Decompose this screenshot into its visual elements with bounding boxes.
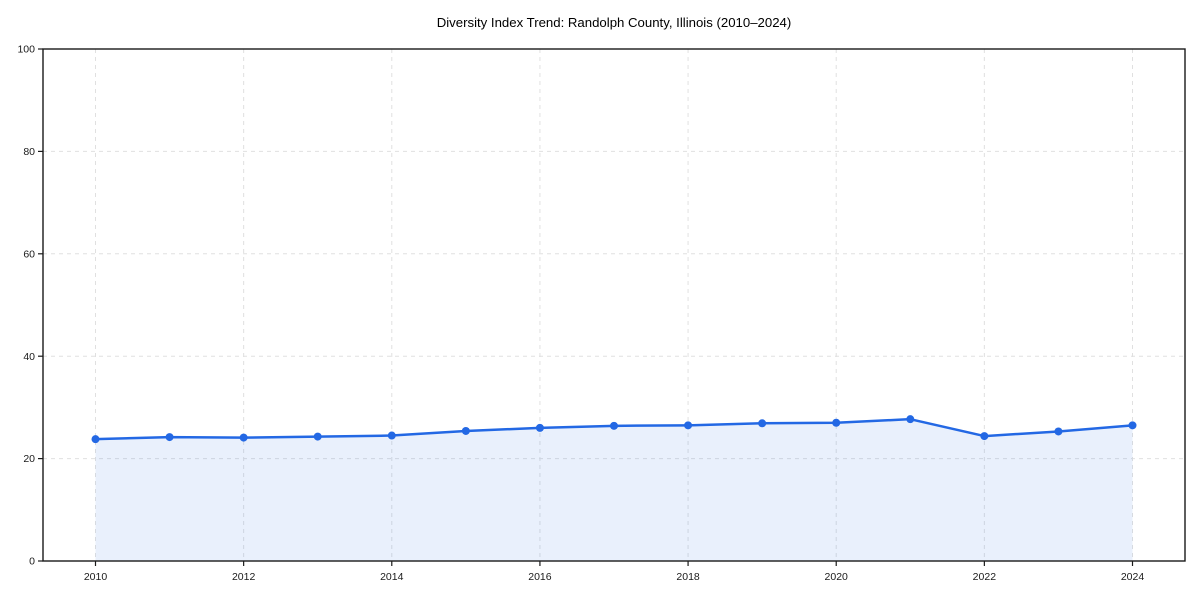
- data-point: [1128, 421, 1137, 430]
- x-tick-label: 2022: [973, 571, 997, 583]
- y-tick-label: 0: [29, 556, 35, 568]
- x-tick-label: 2014: [380, 571, 404, 583]
- data-point: [684, 421, 693, 430]
- data-point: [610, 421, 618, 430]
- x-tick-label: 2018: [676, 571, 700, 583]
- data-point: [535, 423, 544, 432]
- data-point: [165, 433, 174, 442]
- data-point: [387, 431, 396, 440]
- x-tick-label: 2012: [232, 571, 256, 583]
- data-point: [832, 418, 841, 427]
- x-tick-label: 2016: [528, 571, 552, 583]
- x-tick-label: 2020: [825, 571, 849, 583]
- data-point: [906, 415, 915, 424]
- series-area: [95, 419, 1133, 561]
- data-point: [313, 432, 322, 441]
- plot-border: [42, 48, 1186, 562]
- axes-box: [42, 48, 1186, 562]
- data-point: [239, 433, 248, 442]
- chart-title: Diversity Index Trend: Randolph County, …: [437, 15, 792, 30]
- data-point: [461, 426, 470, 435]
- y-tick-label: 80: [23, 146, 35, 158]
- y-tick-label: 40: [23, 351, 35, 363]
- data-point: [91, 435, 100, 444]
- y-tick-label: 20: [23, 453, 35, 465]
- x-tick-label: 2010: [84, 571, 108, 583]
- data-point: [980, 432, 989, 441]
- area-fill: [95, 419, 1133, 561]
- data-point: [1054, 427, 1063, 436]
- y-tick-label: 60: [23, 248, 35, 260]
- data-point: [758, 419, 767, 428]
- axis-ticks: [38, 48, 1134, 566]
- tick-labels: 0 20 40 60 80 100 2010 2012 2014 2016 2018 2020 2022…: [17, 44, 1144, 583]
- data-point-markers: [91, 415, 1137, 444]
- y-tick-label: 100: [17, 44, 35, 56]
- x-tick-label: 2024: [1121, 571, 1145, 583]
